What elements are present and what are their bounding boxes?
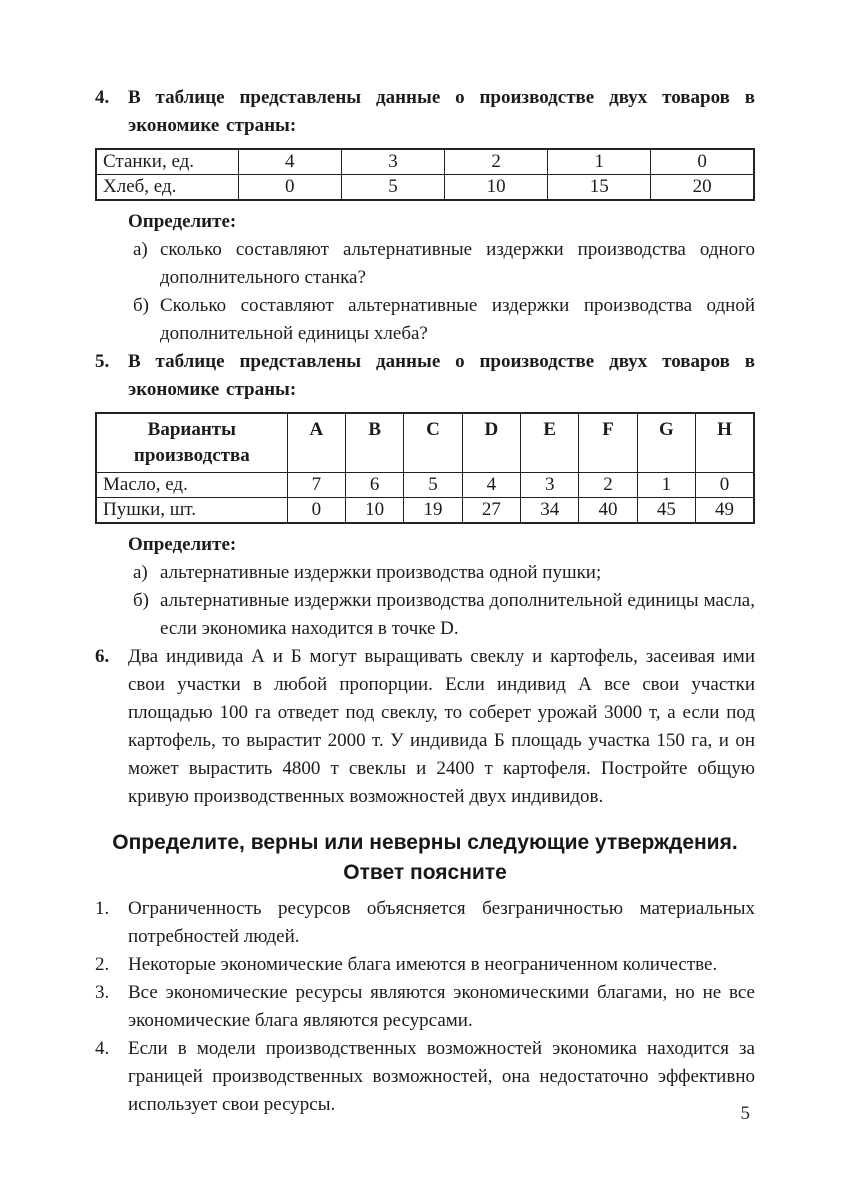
subitem-marker: а) xyxy=(133,562,148,583)
table-cell: 2 xyxy=(444,148,549,175)
column-header: C xyxy=(403,412,463,473)
table-cell: 0 xyxy=(237,174,342,201)
problem-5: 5. В таблице представлены данные о произ… xyxy=(95,348,755,404)
problem-5-define-label: Определите: xyxy=(128,534,237,555)
problem-4: 4. В таблице представлены данные о произ… xyxy=(95,84,755,140)
table-cell: 10 xyxy=(444,174,549,201)
subitem-text: Сколько составляют альтернативные издерж… xyxy=(160,295,755,344)
subitem-marker: а) xyxy=(133,239,148,260)
statement-number: 2. xyxy=(95,954,110,975)
table-cell: 6 xyxy=(344,472,405,498)
table-cell: 4 xyxy=(461,472,522,498)
subitem-marker: б) xyxy=(133,295,149,316)
problem-6: 6. Два индивида А и Б могут выращивать с… xyxy=(95,643,755,811)
column-header: E xyxy=(520,412,580,473)
row-label: Станки, ед. xyxy=(95,148,239,175)
statement-number: 1. xyxy=(95,898,110,919)
row-label: Пушки, шт. xyxy=(95,497,288,524)
problem-4-number: 4. xyxy=(95,87,110,108)
section-heading: Определите, верны или неверны следующие … xyxy=(95,828,755,888)
table-cell: 7 xyxy=(286,472,347,498)
statement-text: Если в модели производственных возможнос… xyxy=(128,1038,755,1115)
statement-text: Все экономические ресурсы являются эконо… xyxy=(128,982,755,1031)
row-label: Хлеб, ед. xyxy=(95,174,239,201)
column-header: A xyxy=(286,412,347,473)
page-number: 5 xyxy=(740,1103,751,1124)
problem-5-intro: В таблице представлены данные о производ… xyxy=(128,351,755,400)
table-cell: 19 xyxy=(403,497,463,524)
statement-number: 4. xyxy=(95,1038,110,1059)
statement-text: Некоторые экономические блага имеются в … xyxy=(128,954,718,975)
table-cell: 0 xyxy=(286,497,347,524)
subitem-text: альтернативные издержки производства доп… xyxy=(160,590,755,639)
table-cell: 3 xyxy=(340,148,446,175)
table-cell: 2 xyxy=(578,472,638,498)
statement-4: 4. Если в модели производственных возмож… xyxy=(95,1035,755,1119)
table-cell: 0 xyxy=(695,472,755,498)
problem-4-subitem-a: а) сколько составляют альтернативные изд… xyxy=(133,236,755,292)
subitem-marker: б) xyxy=(133,590,149,611)
subitem-text: альтернативные издержки производства одн… xyxy=(160,562,602,583)
statement-2: 2. Некоторые экономические блага имеются… xyxy=(95,951,755,979)
table-cell: 5 xyxy=(340,174,446,201)
row-label: Масло, ед. xyxy=(95,472,288,498)
column-header: G xyxy=(636,412,697,473)
column-header: B xyxy=(344,412,405,473)
statement-3: 3. Все экономические ресурсы являются эк… xyxy=(95,979,755,1035)
table-cell: 45 xyxy=(636,497,697,524)
table-cell: 10 xyxy=(344,497,405,524)
column-header: H xyxy=(695,412,755,473)
problem-5-number: 5. xyxy=(95,351,110,372)
table-row: Станки, ед. 4 3 2 1 0 xyxy=(95,148,755,175)
table-cell: 1 xyxy=(547,148,652,175)
problem-5-table: Варианты производства A B C D E F G H Ма… xyxy=(95,412,755,524)
table-cell: 20 xyxy=(650,174,755,201)
table-cell: 5 xyxy=(403,472,463,498)
column-header: F xyxy=(578,412,638,473)
problem-6-number: 6. xyxy=(95,646,110,667)
statement-number: 3. xyxy=(95,982,110,1003)
column-header: D xyxy=(461,412,522,473)
table-cell: 40 xyxy=(578,497,638,524)
table-corner-header: Варианты производства xyxy=(95,412,288,473)
table-row: Масло, ед. 7 6 5 4 3 2 1 0 xyxy=(95,472,755,498)
problem-4-subitem-b: б) Сколько составляют альтернативные изд… xyxy=(133,292,755,348)
problem-5-subitem-a: а) альтернативные издержки производства … xyxy=(133,559,755,587)
table-cell: 0 xyxy=(650,148,755,175)
statement-1: 1. Ограниченность ресурсов объясняется б… xyxy=(95,895,755,951)
problem-6-text: Два индивида А и Б могут выращивать свек… xyxy=(128,646,755,807)
table-cell: 15 xyxy=(547,174,652,201)
section-heading-line2: Ответ поясните xyxy=(343,861,507,884)
table-row: Хлеб, ед. 0 5 10 15 20 xyxy=(95,174,755,201)
table-cell: 3 xyxy=(520,472,580,498)
statement-text: Ограниченность ресурсов объясняется безг… xyxy=(128,898,755,947)
problem-5-subitem-b: б) альтернативные издержки производства … xyxy=(133,587,755,643)
subitem-text: сколько составляют альтернативные издерж… xyxy=(160,239,755,288)
table-cell: 34 xyxy=(520,497,580,524)
table-row: Пушки, шт. 0 10 19 27 34 40 45 49 xyxy=(95,497,755,524)
statements-list: 1. Ограниченность ресурсов объясняется б… xyxy=(95,895,755,1119)
problem-4-table: Станки, ед. 4 3 2 1 0 Хлеб, ед. 0 5 10 1… xyxy=(95,148,755,201)
table-cell: 1 xyxy=(636,472,697,498)
table-header-row: Варианты производства A B C D E F G H xyxy=(95,412,755,473)
table-cell: 4 xyxy=(237,148,342,175)
problem-4-define-label: Определите: xyxy=(128,211,237,232)
table-cell: 49 xyxy=(695,497,755,524)
table-cell: 27 xyxy=(461,497,522,524)
problem-4-intro: В таблице представлены данные о производ… xyxy=(128,87,755,136)
section-heading-line1: Определите, верны или неверны следующие … xyxy=(112,831,738,854)
